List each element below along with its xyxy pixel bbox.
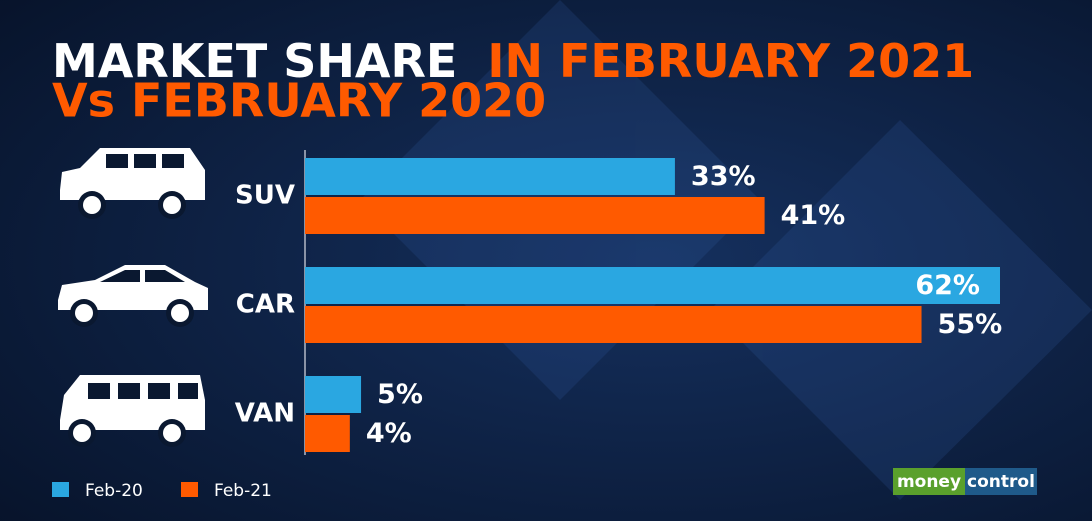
logo-box: [965, 468, 1037, 495]
category-label: VAN: [235, 399, 295, 429]
title-part: MARKET SHARE: [52, 34, 457, 88]
logo: money control: [893, 468, 1037, 495]
value-label: 41%: [781, 200, 846, 231]
value-label: 4%: [366, 418, 412, 449]
legend-label: Feb-21: [214, 481, 272, 501]
bar: [305, 415, 350, 452]
bar: [305, 197, 765, 234]
legend-swatch: [52, 482, 69, 497]
title-part: IN FEBRUARY 2021: [487, 34, 974, 88]
logo-text: control: [967, 472, 1035, 492]
category-label: SUV: [235, 181, 295, 211]
logo-box: [893, 468, 965, 495]
bar: [305, 306, 922, 343]
logo-text: money: [897, 472, 961, 492]
value-label: 55%: [938, 309, 1003, 340]
bar: [305, 267, 1000, 304]
value-label: 33%: [691, 161, 756, 192]
legend-label: Feb-20: [85, 481, 143, 501]
chart-title: Vs FEBRUARY 2020: [52, 74, 546, 128]
bar: [305, 158, 675, 195]
icons: [58, 148, 208, 447]
bar: [305, 376, 362, 413]
chart-title: MARKET SHARE IN FEBRUARY 2021: [52, 34, 974, 88]
legend-swatch: [181, 482, 198, 497]
value-label: 62%: [915, 270, 980, 301]
value-label: 5%: [377, 379, 423, 410]
category-label: CAR: [236, 290, 295, 320]
